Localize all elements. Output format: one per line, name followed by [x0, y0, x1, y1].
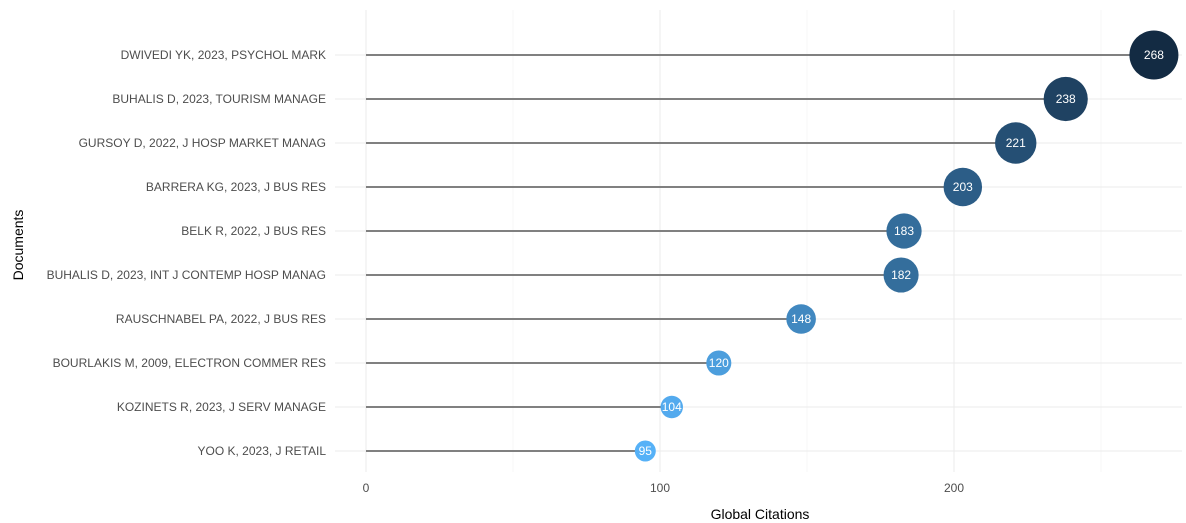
- x-tick-labels: 0 100 200: [363, 481, 965, 495]
- x-tick-label: 200: [944, 481, 964, 495]
- stems: [366, 54, 1154, 452]
- data-label: 95: [639, 444, 653, 458]
- x-tick-label: 100: [650, 481, 670, 495]
- data-label: 238: [1056, 92, 1076, 106]
- y-tick-label: BOURLAKIS M, 2009, ELECTRON COMMER RES: [53, 356, 326, 370]
- y-tick-label: BARRERA KG, 2023, J BUS RES: [146, 180, 326, 194]
- data-label: 120: [709, 356, 729, 370]
- lollipop-point: [706, 350, 732, 376]
- lollipop-point: [634, 440, 656, 462]
- y-tick-label: BUHALIS D, 2023, INT J CONTEMP HOSP MANA…: [47, 268, 326, 282]
- y-tick-label: RAUSCHNABEL PA, 2022, J BUS RES: [116, 312, 326, 326]
- data-label: 104: [662, 400, 682, 414]
- y-tick-label: YOO K, 2023, J RETAIL: [198, 444, 327, 458]
- y-tick-label: KOZINETS R, 2023, J SERV MANAGE: [117, 400, 326, 414]
- x-tick-label: 0: [363, 481, 370, 495]
- data-label: 182: [891, 268, 911, 282]
- lollipop-point: [883, 257, 919, 293]
- lollipop-point: [660, 395, 683, 419]
- data-label: 183: [894, 224, 914, 238]
- lollipop-point: [1043, 76, 1088, 122]
- data-label: 148: [791, 312, 811, 326]
- lollipop-point: [943, 167, 983, 207]
- lollipop-point: [995, 122, 1037, 164]
- data-label: 221: [1006, 136, 1026, 150]
- data-label: 203: [953, 180, 973, 194]
- y-tick-label: GURSOY D, 2022, J HOSP MARKET MANAG: [79, 136, 326, 150]
- y-axis-title: Documents: [10, 210, 26, 281]
- lollipop-point: [886, 213, 922, 249]
- y-tick-label: BUHALIS D, 2023, TOURISM MANAGE: [112, 92, 326, 106]
- y-tick-label: DWIVEDI YK, 2023, PSYCHOL MARK: [121, 48, 326, 62]
- grid: [335, 10, 1182, 472]
- y-tick-labels: DWIVEDI YK, 2023, PSYCHOL MARK BUHALIS D,…: [47, 48, 327, 458]
- y-tick-label: BELK R, 2022, J BUS RES: [181, 224, 326, 238]
- data-label: 268: [1144, 48, 1164, 62]
- bubbles: 268 238 221 203 183 182 148 120 104 95: [634, 30, 1179, 462]
- lollipop-point: [786, 304, 816, 334]
- lollipop-point: [1129, 30, 1179, 80]
- x-axis-title: Global Citations: [711, 506, 810, 522]
